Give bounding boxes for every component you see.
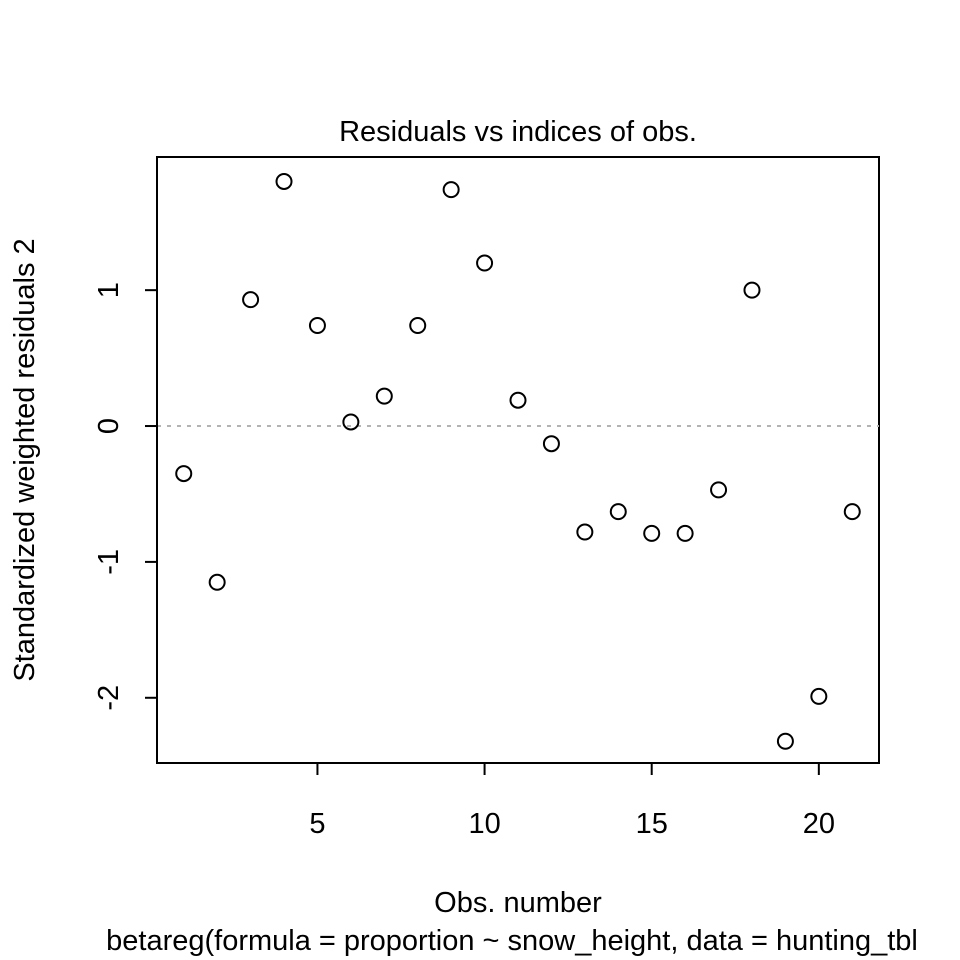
data-point xyxy=(810,687,828,705)
data-point xyxy=(710,481,728,499)
data-point xyxy=(542,435,560,453)
data-point xyxy=(676,524,694,542)
y-tick-label: 1 xyxy=(93,282,125,298)
data-point xyxy=(843,503,861,521)
data-point xyxy=(409,316,427,334)
data-point xyxy=(609,503,627,521)
y-tick-label: -1 xyxy=(93,549,125,575)
data-point xyxy=(308,316,326,334)
y-tick-label: 0 xyxy=(93,418,125,434)
y-tick-label: -2 xyxy=(93,685,125,711)
x-axis: 5 10 15 20 xyxy=(309,762,835,840)
data-point xyxy=(442,181,460,199)
data-points xyxy=(175,172,861,750)
x-axis-label: Obs. number xyxy=(434,887,602,919)
data-point xyxy=(476,254,494,272)
data-point xyxy=(776,732,794,750)
x-tick-label: 5 xyxy=(309,808,325,840)
x-tick-label: 10 xyxy=(468,808,500,840)
data-point xyxy=(275,172,293,190)
data-point xyxy=(242,291,260,309)
data-point xyxy=(175,465,193,483)
data-point xyxy=(375,387,393,405)
chart-subtitle: betareg(formula = proportion ~ snow_heig… xyxy=(106,925,918,957)
data-point xyxy=(342,413,360,431)
data-point xyxy=(576,523,594,541)
chart-title: Residuals vs indices of obs. xyxy=(339,116,697,148)
data-point xyxy=(509,391,527,409)
data-point xyxy=(643,524,661,542)
x-tick-label: 20 xyxy=(803,808,835,840)
y-axis-label: Standardized weighted residuals 2 xyxy=(9,238,41,681)
x-tick-label: 15 xyxy=(636,808,668,840)
data-point xyxy=(743,281,761,299)
y-axis: -2 -1 0 1 xyxy=(93,282,158,711)
data-point xyxy=(208,573,226,591)
